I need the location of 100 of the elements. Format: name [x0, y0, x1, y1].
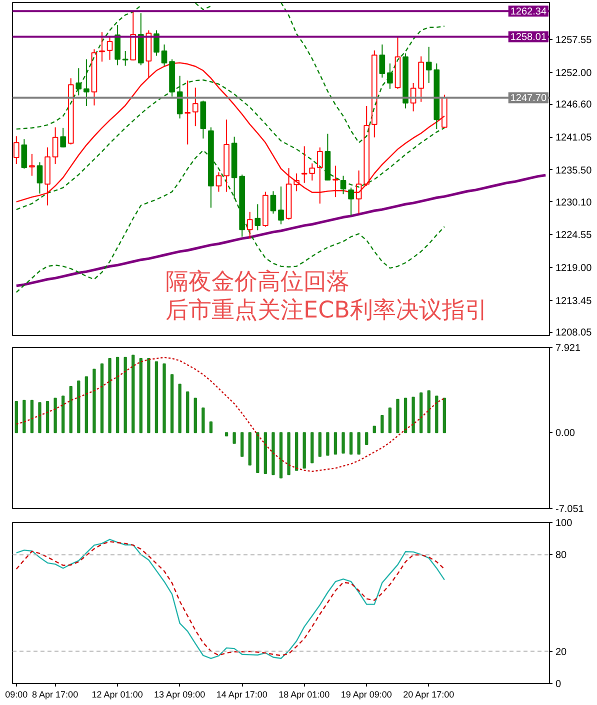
y-tick-label: -7.051 — [556, 504, 584, 515]
bar — [100, 363, 104, 434]
bar — [46, 400, 50, 434]
x-tick-label: 09:00 — [5, 690, 28, 700]
y-tick-label: 100 — [556, 518, 573, 529]
candlestick — [294, 172, 300, 192]
bar — [326, 432, 330, 456]
candlestick — [332, 165, 338, 198]
y-tick-label: 20 — [556, 646, 568, 658]
y-tick-label: 0 — [556, 679, 562, 690]
y-tick-label: 80 — [556, 550, 568, 562]
bar — [224, 432, 228, 436]
candlestick — [387, 62, 393, 90]
x-tick-label: 13 Apr 09:00 — [154, 690, 206, 700]
bar — [61, 396, 65, 434]
candlestick — [91, 48, 98, 106]
bar — [396, 398, 400, 434]
bar — [287, 432, 290, 476]
bar — [365, 432, 368, 446]
bar — [388, 407, 392, 434]
bar — [372, 426, 376, 434]
bar — [279, 432, 283, 478]
y-tick-label: 1246.60 — [556, 100, 592, 111]
candlestick — [246, 211, 253, 239]
bar — [84, 376, 88, 434]
x-tick-label: 19 Apr 09:00 — [340, 690, 392, 700]
bar — [435, 396, 438, 434]
candlestick — [434, 62, 440, 130]
bar — [116, 356, 120, 434]
bar — [264, 432, 268, 474]
bar — [132, 354, 135, 434]
x-tick-label: 12 Apr 01:00 — [92, 690, 143, 700]
bar — [310, 432, 314, 464]
y-tick-label: 7.921 — [556, 343, 581, 354]
bar — [427, 390, 430, 434]
bar — [349, 432, 353, 455]
bar — [194, 398, 197, 434]
bar — [92, 368, 96, 434]
y-tick-label: 1252.00 — [556, 68, 592, 79]
annotation: 隔夜金价高位回落 — [166, 269, 350, 296]
bar — [162, 363, 166, 434]
y-tick-label: 1224.55 — [556, 230, 592, 242]
bar — [342, 432, 345, 454]
y-tick-label: 1257.55 — [556, 34, 592, 46]
bar — [178, 384, 182, 434]
bar — [124, 356, 127, 434]
bar — [357, 432, 360, 455]
candlestick — [84, 58, 90, 107]
candlestick — [301, 146, 308, 184]
bar — [294, 432, 298, 471]
x-tick-label: 20 Apr 17:00 — [403, 690, 454, 700]
bar — [240, 432, 244, 457]
bar — [248, 432, 252, 466]
bar — [272, 432, 275, 476]
candlestick — [224, 119, 230, 192]
y-tick-label: 1219.00 — [556, 262, 592, 274]
bar — [419, 392, 423, 434]
x-tick-label: 14 Apr 17:00 — [216, 690, 268, 700]
bar — [30, 400, 34, 434]
annotation: 后市重点关注ECB利率决议指引 — [166, 298, 488, 324]
candlestick — [122, 50, 128, 66]
ref-line-label: 1262.34 — [510, 6, 547, 18]
bar — [318, 432, 322, 457]
bar — [302, 432, 306, 469]
ref-line-label: 1258.01 — [510, 32, 547, 44]
bar — [14, 400, 18, 434]
candlestick — [13, 136, 20, 164]
y-tick-label: 0.00 — [556, 428, 576, 440]
candlestick — [184, 80, 191, 145]
bar — [209, 421, 213, 434]
bar — [77, 380, 80, 434]
bar — [22, 400, 26, 434]
bar — [186, 391, 190, 434]
y-tick-label: 1230.10 — [556, 197, 592, 208]
y-tick-label: 1241.05 — [556, 132, 592, 144]
candlestick — [52, 126, 58, 164]
bar — [404, 398, 408, 434]
y-tick-label: 1208.05 — [556, 328, 592, 339]
bar — [380, 414, 384, 434]
bar — [334, 432, 338, 455]
line-series — [16, 356, 446, 472]
bar — [232, 432, 236, 444]
candlestick — [99, 32, 105, 62]
candlestick — [426, 46, 432, 84]
candlestick — [76, 68, 82, 96]
candlestick — [192, 87, 198, 127]
bar — [139, 358, 143, 434]
candlestick — [29, 153, 35, 176]
bar — [108, 358, 112, 434]
bar — [154, 361, 158, 434]
candlestick — [410, 82, 416, 112]
y-tick-label: 1235.50 — [556, 165, 592, 176]
y-tick-label: 1213.45 — [556, 296, 592, 307]
bar — [202, 407, 205, 434]
x-tick-label: 18 Apr 01:00 — [278, 690, 330, 700]
candlestick — [278, 186, 284, 225]
bar — [69, 386, 72, 434]
bar — [412, 396, 415, 434]
bar — [170, 374, 174, 434]
ref-line-label: 1247.70 — [510, 93, 547, 104]
